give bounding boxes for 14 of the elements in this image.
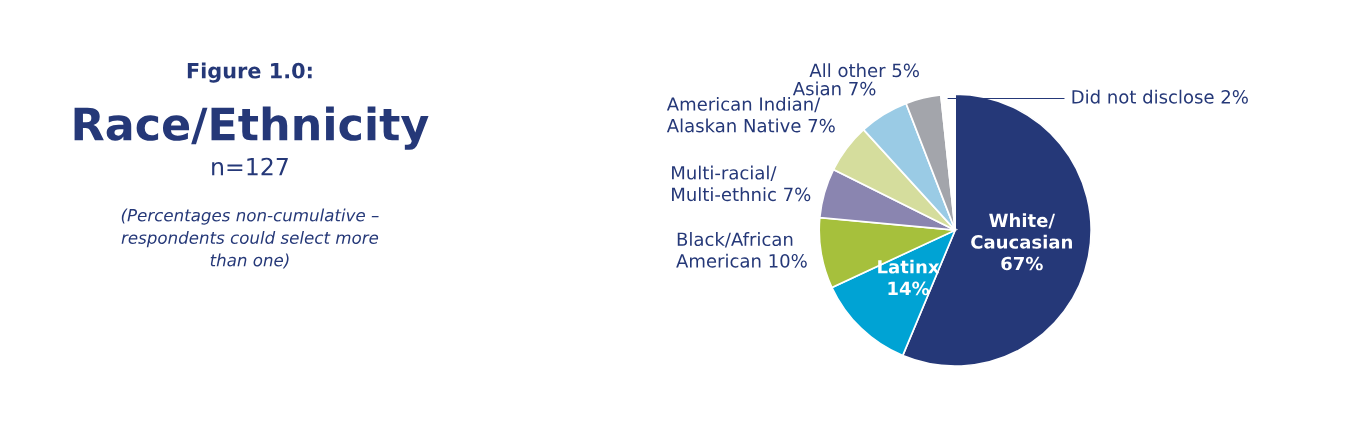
data-label: 14% <box>888 281 930 296</box>
text: n=127 <box>212 157 288 176</box>
data-label: 67% <box>1001 256 1043 271</box>
slice-label: White/ Caucasian <box>971 213 1072 249</box>
slice-label: Asian 7% <box>792 81 876 96</box>
text: (Percentages non-cumulative – respondents could select more than one) <box>121 208 379 269</box>
text: Race/Ethnicity <box>74 106 429 150</box>
slice-label: Did not disclose 2% <box>1072 89 1248 104</box>
slice-label: All other 5% <box>809 63 919 78</box>
slice-label: Black/African American 10% <box>676 232 807 268</box>
text: Figure 1.0: <box>187 62 312 83</box>
slice-label: Latinx <box>878 259 940 274</box>
slice-label: Multi-racial/ Multi-ethnic 7% <box>672 165 811 202</box>
slice-label: American Indian/ Alaskan Native 7% <box>666 96 835 133</box>
